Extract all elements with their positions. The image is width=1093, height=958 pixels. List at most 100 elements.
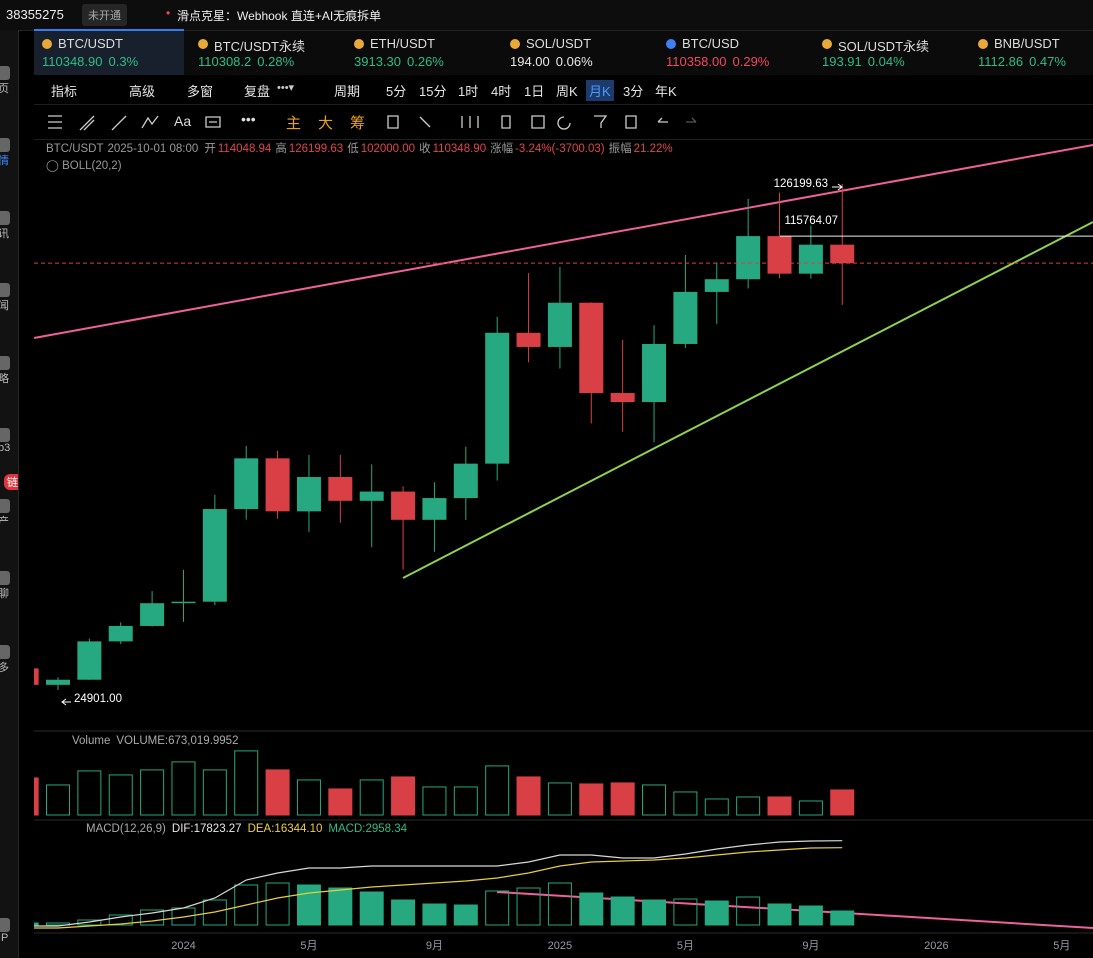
field-label: 高 [275, 143, 287, 155]
toolbar-item[interactable]: 高级 [129, 84, 156, 99]
toolbar-item[interactable]: 多窗 [187, 84, 214, 99]
macd-bar [171, 907, 196, 926]
sidebar-icon [0, 283, 10, 297]
x-tick-label: 2024 [171, 940, 195, 952]
toolbar-item[interactable]: 年K [655, 84, 677, 99]
ticker[interactable]: ETH/USDT 3913.30 0.26% [346, 31, 496, 75]
volume-bar [391, 776, 416, 816]
field-value: 114048.94 [217, 143, 272, 155]
ticker[interactable]: SOL/USDT 194.00 0.06% [502, 31, 652, 75]
toolbar-item[interactable]: 3分 [623, 84, 644, 99]
macd-value: DEA:16344.10 [248, 823, 323, 835]
field-value: 102000.00 [360, 143, 416, 155]
coin-icon [822, 39, 832, 49]
volume-bar [736, 796, 761, 816]
ticker[interactable]: SOL/USDT永续 193.91 0.04% [814, 31, 964, 75]
volume-bar [108, 774, 133, 816]
sidebar-label[interactable]: 讯 [0, 225, 9, 241]
indicator-name: BOLL(20,2) [62, 160, 122, 172]
candle-body [485, 332, 510, 464]
candle-body [453, 463, 478, 499]
notice-dot: • [166, 6, 171, 20]
macd-bar [610, 896, 635, 926]
field-label: 振幅 [608, 143, 632, 155]
ticker-symbol: BTC/USD [682, 36, 740, 51]
status[interactable]: 未开通 [82, 4, 127, 26]
x-tick-label: 5月 [300, 940, 317, 952]
sidebar-label[interactable]: 产 [0, 513, 9, 529]
macd-title: MACD(12,26,9) [86, 823, 166, 835]
volume-bar [265, 769, 290, 816]
ticker-symbol: BTC/USDT [58, 36, 123, 51]
macd-bar [485, 890, 510, 926]
sidebar-label[interactable]: b3 [0, 442, 11, 454]
sidebar-icon [0, 571, 10, 585]
indicator-button[interactable]: 筹 [350, 115, 366, 132]
sidebar-label[interactable]: 多 [0, 659, 9, 675]
macd-bar [422, 903, 447, 926]
sidebar-label[interactable]: 闻 [0, 297, 9, 313]
price-annotation: 126199.63 [774, 178, 828, 190]
price-annotation: 24901.00 [74, 693, 122, 705]
candle-body [516, 332, 541, 347]
indicator-boll: ◯ BOLL(20,2) [46, 160, 122, 172]
toolbar-item[interactable]: 月K [586, 80, 614, 101]
ticker-symbol: BTC/USDT永续 [214, 39, 306, 54]
volume-bar [140, 769, 165, 816]
ticker[interactable]: BTC/USDT 110348.90 0.3% [34, 29, 184, 75]
toolbar-item[interactable]: 5分 [386, 84, 407, 99]
coin-icon [354, 39, 364, 49]
macd-bar [516, 887, 541, 926]
sidebar-icon [0, 645, 10, 659]
toolbar-item[interactable]: 复盘 [244, 84, 271, 99]
more-tool[interactable]: ••• [241, 111, 256, 127]
x-tick-label: 9月 [802, 940, 819, 952]
sidebar-label[interactable]: IP [0, 932, 9, 944]
indicator-button[interactable]: 大 [318, 115, 334, 132]
volume-bar [516, 776, 541, 816]
toolbar-item[interactable]: 周期 [334, 84, 361, 99]
ticker-change: 0.3% [108, 54, 139, 69]
trend-line [33, 144, 1093, 339]
notice[interactable]: 滑点克星：Webhook 直连+AI无痕拆单 [177, 9, 382, 23]
sidebar-label[interactable]: 聊 [0, 585, 9, 601]
macd-legend: MACD(12,26,9) DIF:17823.27 DEA:16344.10 MAC… [86, 823, 408, 835]
ticker-symbol: BNB/USDT [994, 36, 1060, 51]
toolbar-item[interactable]: 15分 [419, 84, 447, 99]
sidebar-label[interactable]: 略 [0, 370, 9, 386]
ticker-quote: 110358.00 0.29% [666, 54, 769, 69]
toolbar-item[interactable]: 4时 [491, 84, 512, 99]
toolbar-item[interactable]: 周K [556, 84, 578, 99]
volume-bar [202, 769, 227, 816]
macd-bar [547, 882, 572, 926]
toolbar-item[interactable]: 1日 [524, 84, 545, 99]
field-value: 110348.90 [432, 143, 487, 155]
candle-body [140, 603, 165, 626]
text-tool[interactable]: Aa [174, 113, 192, 129]
sidebar-label[interactable]: 页 [0, 80, 9, 96]
ticker-change: 0.47% [1029, 54, 1066, 69]
sidebar-badge[interactable]: 链上 [4, 474, 18, 490]
macd-bar [77, 919, 102, 926]
sidebar-label[interactable]: 情 [0, 152, 9, 168]
x-tick-label: 5月 [677, 940, 694, 952]
ticker[interactable]: BNB/USDT 1112.86 0.47% [970, 31, 1093, 75]
indicator-button[interactable]: 主 [286, 115, 302, 132]
ticker[interactable]: BTC/USD 110358.00 0.29% [658, 31, 808, 75]
volume-bar [579, 783, 604, 816]
macd-bar [642, 899, 667, 926]
candle-body [798, 244, 823, 274]
ticker-price: 1112.86 [978, 54, 1024, 69]
toolbar-item[interactable]: 指标 [51, 84, 78, 99]
toolbar-more[interactable]: •••▾ [277, 82, 295, 94]
ticker[interactable]: BTC/USDT永续 110308.2 0.28% [190, 31, 340, 75]
candle-body [830, 244, 855, 264]
toolbar-item[interactable]: 1时 [458, 84, 479, 99]
volume-bar [77, 770, 102, 816]
tool-icons [48, 115, 221, 131]
coin-icon [510, 39, 520, 49]
macd-bar [453, 904, 478, 926]
macd-value: DIF:17823.27 [172, 823, 242, 835]
field-value: 21.22% [633, 143, 673, 155]
